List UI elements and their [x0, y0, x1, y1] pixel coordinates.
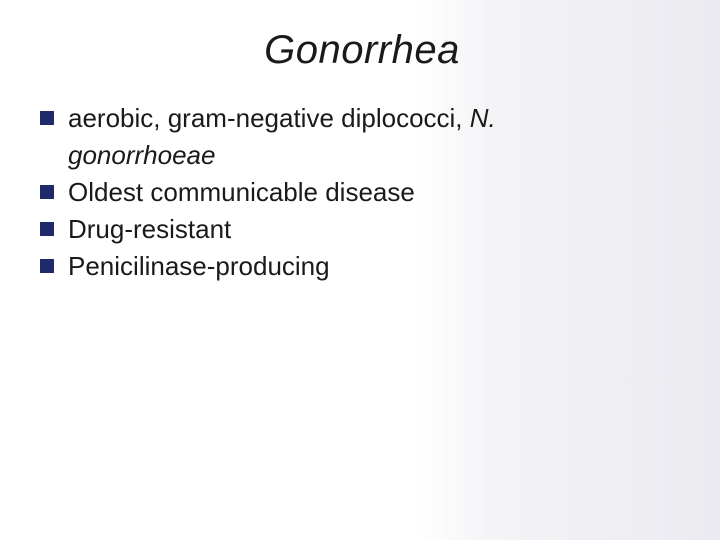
bullet-1-text: aerobic, gram-negative diplococci, [68, 103, 470, 133]
bullet-item-4: Penicilinase-producing [40, 249, 684, 284]
bullet-square-icon [40, 259, 54, 273]
bullet-3-text: Drug-resistant [68, 214, 231, 244]
bullet-item-1: aerobic, gram-negative diplococci, N. [40, 101, 684, 136]
bullet-square-icon [40, 222, 54, 236]
slide: Gonorrhea aerobic, gram-negative diploco… [0, 0, 720, 540]
bullet-2-text: Oldest communicable disease [68, 177, 415, 207]
bullet-list: aerobic, gram-negative diplococci, N. go… [40, 101, 684, 284]
bullet-item-3: Drug-resistant [40, 212, 684, 247]
bullet-1-italic-tail: N. [470, 103, 496, 133]
slide-title: Gonorrhea [40, 28, 684, 73]
bullet-1-continuation: gonorrhoeae [40, 138, 684, 173]
bullet-square-icon [40, 185, 54, 199]
bullet-4-text: Penicilinase-producing [68, 251, 330, 281]
bullet-square-icon [40, 111, 54, 125]
bullet-item-2: Oldest communicable disease [40, 175, 684, 210]
